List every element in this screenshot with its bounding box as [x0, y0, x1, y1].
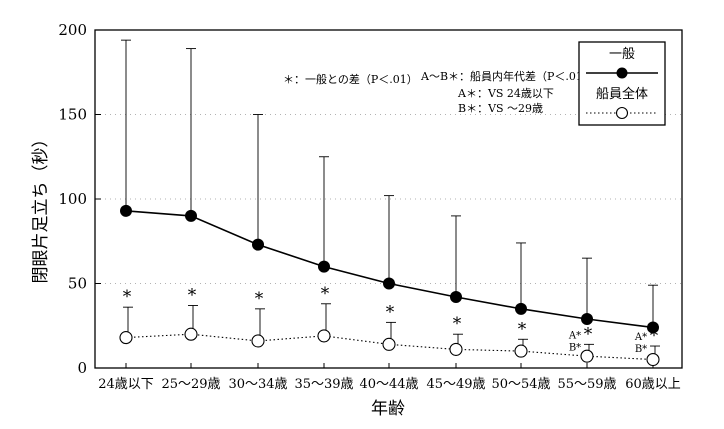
x-tick-label: 55～59歳: [557, 377, 616, 392]
data-point-seafarers: [251, 334, 265, 348]
significance-mark-general: *: [650, 326, 659, 346]
significance-mark-age: B*: [635, 344, 647, 355]
x-tick-label: 40～44歳: [359, 377, 418, 392]
data-point-seafarers: [119, 331, 133, 345]
y-axis-title: 閉眼片足立ち（秒）: [31, 131, 51, 284]
data-point-general: [515, 302, 527, 315]
data-point-seafarers: [382, 337, 396, 351]
data-point-general: [185, 209, 197, 222]
legend-marker-seafarers: [615, 106, 629, 120]
y-tick-label: 200: [58, 21, 87, 39]
y-axis-ticks: 0 50 100 150 200: [58, 21, 101, 377]
data-point-general: [581, 312, 593, 325]
significance-mark-general: *: [188, 285, 197, 305]
significance-mark-general: *: [584, 324, 593, 344]
data-point-general: [647, 321, 659, 334]
x-axis-title: 年齢: [371, 399, 405, 419]
significance-mark-age: A*: [568, 330, 581, 341]
data-point-seafarers: [184, 327, 198, 341]
y-tick-label: 0: [77, 359, 87, 377]
x-tick-label: 24歳以下: [98, 377, 154, 392]
legend: 一般 船員全体: [578, 41, 666, 126]
data-point-seafarers: [449, 342, 463, 356]
data-point-general: [450, 291, 462, 304]
significance-mark-general: *: [321, 284, 330, 304]
data-point-seafarers: [317, 329, 331, 343]
general-significance-note: ＊：一般との差（P＜.01）: [283, 72, 418, 86]
series-points: [119, 204, 660, 367]
data-point-general: [318, 260, 330, 273]
x-tick-label: 60歳以上: [625, 377, 681, 392]
x-tick-label: 30～34歳: [228, 377, 287, 392]
data-point-seafarers: [514, 344, 528, 358]
data-point-general: [120, 204, 132, 217]
significance-mark-general: *: [123, 287, 132, 307]
significance-mark-general: *: [453, 314, 462, 334]
x-tick-label: 25～29歳: [161, 377, 220, 392]
x-tick-label: 50～54歳: [491, 377, 550, 392]
data-point-seafarers: [580, 349, 594, 363]
x-tick-label: 45～49歳: [426, 377, 485, 392]
grid-lines: [95, 114, 682, 284]
y-tick-label: 50: [68, 275, 87, 293]
legend-label-general: 一般: [609, 46, 635, 62]
age-significance-note-title: A～B＊：船員内年代差（P＜.01）: [420, 69, 594, 83]
y-tick-label: 100: [58, 190, 87, 208]
significance-mark-general: *: [386, 302, 395, 322]
significance-mark-age: B*: [569, 342, 581, 353]
data-point-seafarers: [646, 352, 660, 367]
significance-mark-general: *: [255, 289, 264, 309]
legend-label-seafarers: 船員全体: [596, 86, 648, 102]
data-point-general: [383, 277, 395, 290]
data-point-general: [252, 238, 264, 251]
legend-marker-general: [616, 67, 628, 79]
significance-marks: * * * *** * * *A*B*A*B*: [123, 284, 659, 355]
age-significance-note-b: B＊：VS ～29歳: [458, 102, 543, 115]
age-significance-note-a: A＊：VS 24歳以下: [457, 87, 554, 100]
significance-mark-general: *: [518, 319, 527, 339]
x-axis-ticks: 24歳以下 25～29歳 30～34歳 35～39歳 40～44歳 45～49歳 50～54…: [98, 363, 681, 392]
significance-mark-age: A*: [634, 332, 647, 343]
y-tick-label: 150: [58, 106, 87, 124]
error-bars: [121, 39, 660, 360]
x-tick-label: 35～39歳: [294, 377, 353, 392]
